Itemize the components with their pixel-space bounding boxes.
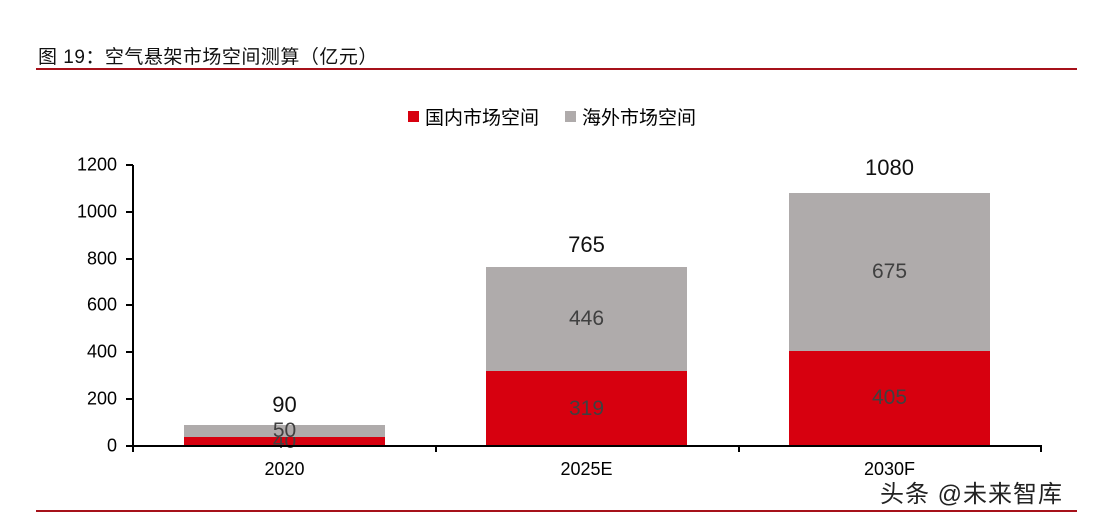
- y-tick-label: 1200: [76, 154, 117, 175]
- x-tick-mark: [435, 445, 437, 452]
- x-tick-mark: [738, 445, 740, 452]
- bar-2025e-overseas: 446: [486, 267, 687, 371]
- y-tick-mark: [126, 211, 133, 213]
- title-divider: [36, 68, 1077, 70]
- bar-2020-overseas: 50: [184, 419, 385, 442]
- legend-item-overseas: 海外市场空间: [565, 103, 696, 130]
- legend-label-overseas: 海外市场空间: [582, 108, 697, 129]
- x-label-2025e: 2025E: [560, 459, 613, 479]
- chart-title: 图 19：空气悬架市场空间测算（亿元）: [38, 47, 378, 68]
- bar-2030f-overseas: 675: [789, 193, 990, 351]
- y-axis-line: [132, 165, 134, 452]
- y-tick-mark: [126, 398, 133, 400]
- x-tick-mark: [1040, 445, 1042, 452]
- y-tick-mark: [126, 164, 133, 166]
- bar-2030f-domestic: 405: [789, 351, 990, 446]
- y-tick-mark: [126, 304, 133, 306]
- bar-2025e-total: 765: [568, 232, 605, 257]
- bar-2030f-total: 1080: [865, 155, 914, 180]
- x-label-2030f: 2030F: [863, 459, 916, 479]
- x-label-2020: 2020: [264, 459, 305, 479]
- y-tick-label: 200: [86, 388, 117, 409]
- legend-swatch-domestic: [408, 111, 419, 122]
- y-tick-label: 600: [86, 294, 117, 315]
- bar-2030f-overseas-label: 675: [871, 260, 908, 283]
- legend: 国内市场空间 海外市场空间: [408, 103, 722, 130]
- y-tick-label: 0: [106, 435, 117, 456]
- bar-2030f-domestic-label: 405: [871, 386, 908, 409]
- y-tick-label: 1000: [76, 201, 117, 222]
- bar-2025e-domestic-label: 319: [568, 397, 605, 420]
- x-axis-line: [132, 445, 1042, 447]
- y-tick-mark: [126, 351, 133, 353]
- bar-2020-total: 90: [272, 392, 297, 417]
- watermark: 头条 @未来智库: [880, 481, 1064, 508]
- y-tick-label: 400: [86, 341, 117, 362]
- y-tick-mark: [126, 445, 133, 447]
- legend-label-domestic: 国内市场空间: [425, 108, 540, 129]
- bottom-divider: [36, 510, 1077, 512]
- bar-2025e-domestic: 319: [486, 371, 687, 446]
- bar-2020-overseas-label: 50: [272, 419, 297, 442]
- y-tick-mark: [126, 258, 133, 260]
- legend-swatch-overseas: [565, 111, 577, 122]
- bar-2025e-overseas-label: 446: [568, 307, 605, 330]
- legend-item-domestic: 国内市场空间: [408, 103, 539, 130]
- y-tick-label: 800: [86, 248, 117, 269]
